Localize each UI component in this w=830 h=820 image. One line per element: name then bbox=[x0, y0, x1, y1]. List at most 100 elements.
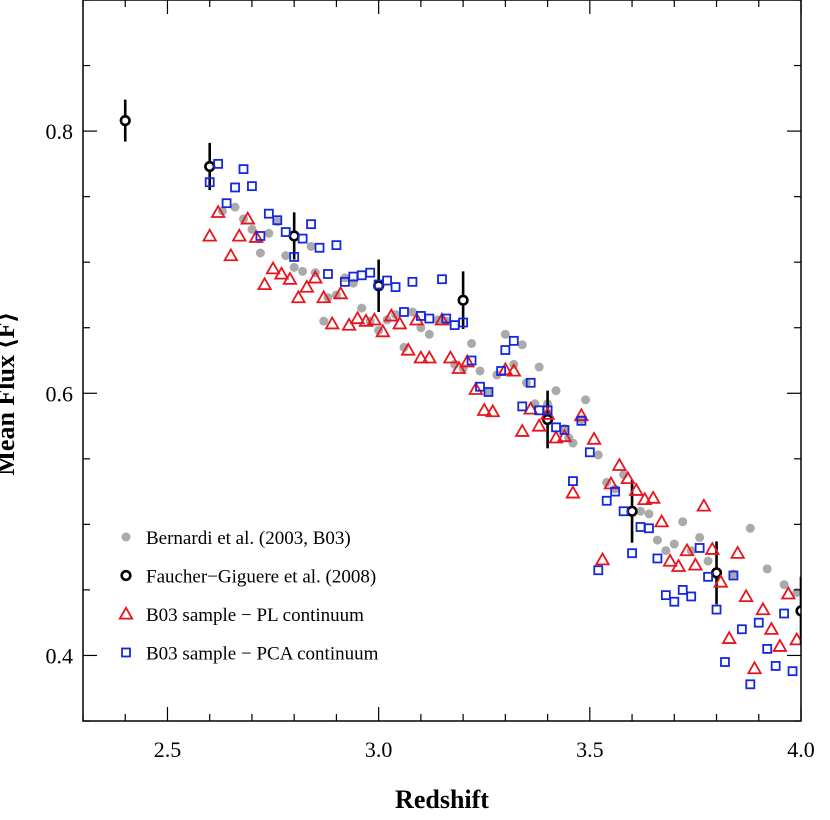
data-point bbox=[382, 275, 392, 286]
data-point bbox=[306, 241, 316, 251]
data-point bbox=[762, 564, 772, 574]
data-point bbox=[299, 279, 315, 293]
series-3 bbox=[204, 158, 798, 690]
data-point bbox=[467, 338, 477, 348]
legend-marker bbox=[120, 569, 132, 582]
data-point bbox=[628, 482, 645, 496]
data-point bbox=[358, 313, 374, 327]
data-point bbox=[576, 415, 587, 426]
data-point bbox=[653, 513, 670, 528]
data-point bbox=[400, 341, 416, 356]
legend-marker bbox=[121, 532, 131, 542]
data-point bbox=[365, 267, 376, 278]
data-point bbox=[201, 227, 218, 242]
data-point bbox=[704, 541, 721, 555]
data-point bbox=[264, 228, 274, 238]
data-point bbox=[687, 556, 704, 571]
data-point bbox=[281, 251, 291, 261]
data-point bbox=[231, 227, 248, 242]
data-point bbox=[618, 506, 629, 517]
data-point bbox=[626, 505, 638, 517]
data-point bbox=[272, 215, 283, 226]
series-2 bbox=[201, 204, 801, 675]
y-tick-label: 0.8 bbox=[46, 119, 74, 144]
data-point bbox=[256, 276, 273, 291]
data-point bbox=[652, 535, 662, 545]
data-point bbox=[746, 660, 763, 675]
data-point bbox=[324, 315, 340, 330]
data-point bbox=[319, 316, 329, 326]
data-point bbox=[496, 366, 507, 376]
data-point bbox=[789, 631, 801, 646]
data-point bbox=[551, 386, 561, 396]
data-point bbox=[736, 624, 747, 635]
x-axis-title: Redshift bbox=[395, 785, 489, 814]
data-point bbox=[230, 202, 240, 212]
data-point bbox=[779, 580, 789, 590]
data-point bbox=[644, 509, 654, 519]
data-point bbox=[500, 329, 510, 339]
data-point bbox=[247, 181, 257, 192]
data-point bbox=[289, 262, 299, 272]
data-point bbox=[652, 553, 663, 564]
data-point bbox=[483, 387, 493, 397]
data-point bbox=[459, 353, 476, 368]
data-point bbox=[565, 484, 581, 499]
data-point bbox=[204, 160, 216, 173]
data-point bbox=[542, 405, 553, 416]
data-point bbox=[669, 539, 679, 549]
data-point bbox=[297, 233, 308, 244]
data-point bbox=[745, 679, 756, 690]
data-point bbox=[273, 265, 290, 280]
data-point bbox=[437, 274, 447, 285]
axes: 2.5 3.0 3.5 4.0 0.4 0.6 0.8 bbox=[46, 0, 815, 762]
data-point bbox=[661, 546, 671, 556]
data-point bbox=[644, 523, 654, 534]
data-point bbox=[506, 362, 522, 377]
data-point bbox=[620, 470, 636, 485]
data-point bbox=[636, 506, 646, 516]
data-point bbox=[745, 523, 755, 533]
data-point bbox=[119, 115, 131, 127]
data-point bbox=[610, 486, 621, 497]
data-point bbox=[238, 164, 249, 175]
data-point bbox=[383, 307, 400, 322]
data-point bbox=[390, 282, 401, 292]
data-point bbox=[772, 638, 788, 652]
data-point bbox=[635, 522, 646, 532]
data-point bbox=[483, 387, 494, 397]
plot-area bbox=[119, 99, 801, 690]
data-point bbox=[559, 425, 570, 435]
data-point bbox=[306, 219, 316, 230]
data-point bbox=[686, 591, 697, 602]
y-axis-title: Mean Flux ⟨F⟩ bbox=[0, 312, 20, 475]
data-point bbox=[556, 428, 573, 443]
data-point bbox=[517, 401, 528, 412]
data-point bbox=[636, 491, 653, 506]
data-point bbox=[508, 335, 519, 346]
legend-label: B03 sample − PL continuum bbox=[146, 605, 364, 626]
data-point bbox=[593, 450, 603, 460]
data-point bbox=[601, 495, 612, 506]
data-point bbox=[451, 360, 467, 374]
data-point bbox=[695, 532, 705, 542]
data-point bbox=[728, 570, 739, 581]
data-point bbox=[696, 497, 712, 512]
data-point bbox=[779, 608, 790, 619]
data-point bbox=[288, 230, 300, 242]
data-point bbox=[568, 476, 578, 487]
data-point bbox=[315, 289, 332, 304]
x-tick-label: 3.5 bbox=[576, 737, 604, 762]
data-point bbox=[627, 548, 637, 559]
data-point bbox=[210, 204, 226, 218]
data-point bbox=[678, 517, 688, 527]
data-point bbox=[670, 558, 687, 572]
data-point bbox=[449, 320, 460, 331]
data-point bbox=[223, 247, 239, 262]
data-point bbox=[611, 457, 628, 471]
data-point bbox=[531, 418, 547, 432]
data-point bbox=[514, 423, 530, 437]
data-point bbox=[534, 362, 544, 372]
data-point bbox=[703, 571, 713, 582]
